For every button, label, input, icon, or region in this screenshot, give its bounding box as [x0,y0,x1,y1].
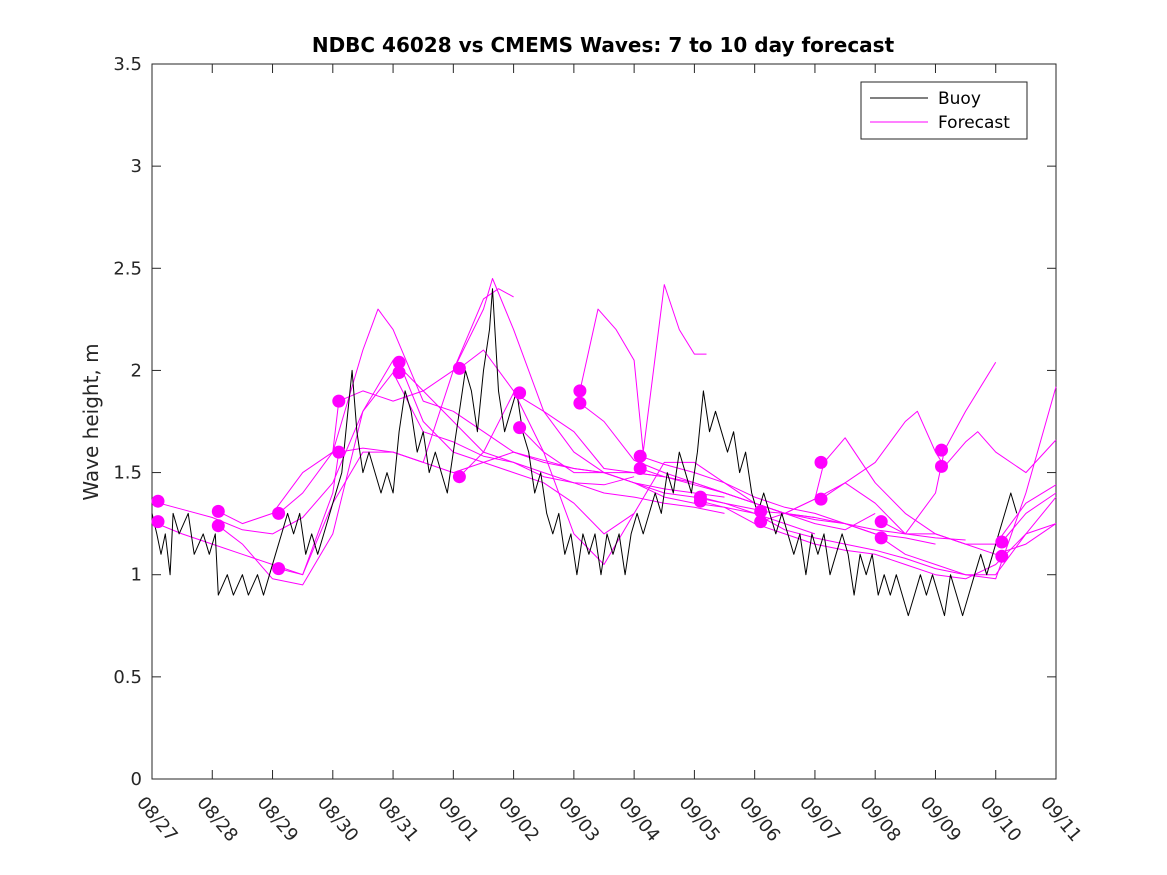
forecast-series-line [519,427,876,565]
forecast-start-marker [693,494,707,508]
legend-box [860,81,1028,140]
forecast-start-marker [513,421,527,435]
forecast-start-marker [392,355,406,369]
forecast-series-line [820,482,1057,545]
forecast-start-marker [814,492,828,506]
forecast-start-marker [272,506,286,520]
forecast-start-marker [814,455,828,469]
y-tick-labels: 0 0.5 1 1.5 2 2.5 3 3.5 [113,54,142,790]
forecast-start-marker [935,459,948,473]
y-tick-label: 2 [131,360,142,381]
forecast-start-marker [332,445,346,459]
forecast-start-marker [151,515,165,529]
forecast-start-marker [995,535,1009,549]
axis-ticks [151,63,1057,780]
buoy-series-line [151,288,1018,617]
legend-forecast-label: Forecast [938,113,1010,133]
y-tick-label: 3 [131,156,142,177]
forecast-start-marker [995,549,1009,563]
forecast-start-marker [211,519,225,533]
forecast-start-marker [633,449,647,463]
chart-title: NDBC 46028 vs CMEMS Waves: 7 to 10 day f… [312,33,895,57]
forecast-start-marker [573,384,587,398]
forecast-series-line [880,386,1057,580]
forecast-start-marker [211,504,225,518]
forecast-series-line [398,362,635,535]
forecast-start-marker [754,504,768,518]
y-tick-label: 1.5 [113,463,142,484]
forecast-start-marker [332,394,346,408]
y-tick-label: 0 [131,769,142,790]
forecast-series-line [278,288,514,576]
forecast-start-marker [272,562,286,576]
y-tick-label: 3.5 [113,54,142,75]
forecast-series-line [217,372,725,586]
forecast-start-marker [573,396,587,410]
forecast-series-line [1001,492,1057,543]
y-axis-label: Wave height, m [79,343,103,500]
forecast-start-marker [513,386,527,400]
legend: Buoy Forecast [860,81,1028,140]
forecast-start-marker [874,515,888,529]
forecast-start-marker [452,470,466,484]
legend-buoy-label: Buoy [938,89,981,109]
forecast-start-marker [754,515,768,529]
y-tick-label: 1 [131,565,142,586]
y-tick-label: 2.5 [113,258,142,279]
marker-layer [151,355,1009,576]
forecast-start-marker [935,443,948,457]
forecast-start-marker [452,361,466,375]
forecast-start-marker [392,366,406,379]
plot-area [151,63,1057,780]
y-tick-label: 0.5 [113,667,142,688]
forecast-start-marker [151,494,165,508]
forecast-start-marker [633,462,647,475]
forecast-series-line [640,468,966,541]
forecast-start-marker [874,531,888,545]
